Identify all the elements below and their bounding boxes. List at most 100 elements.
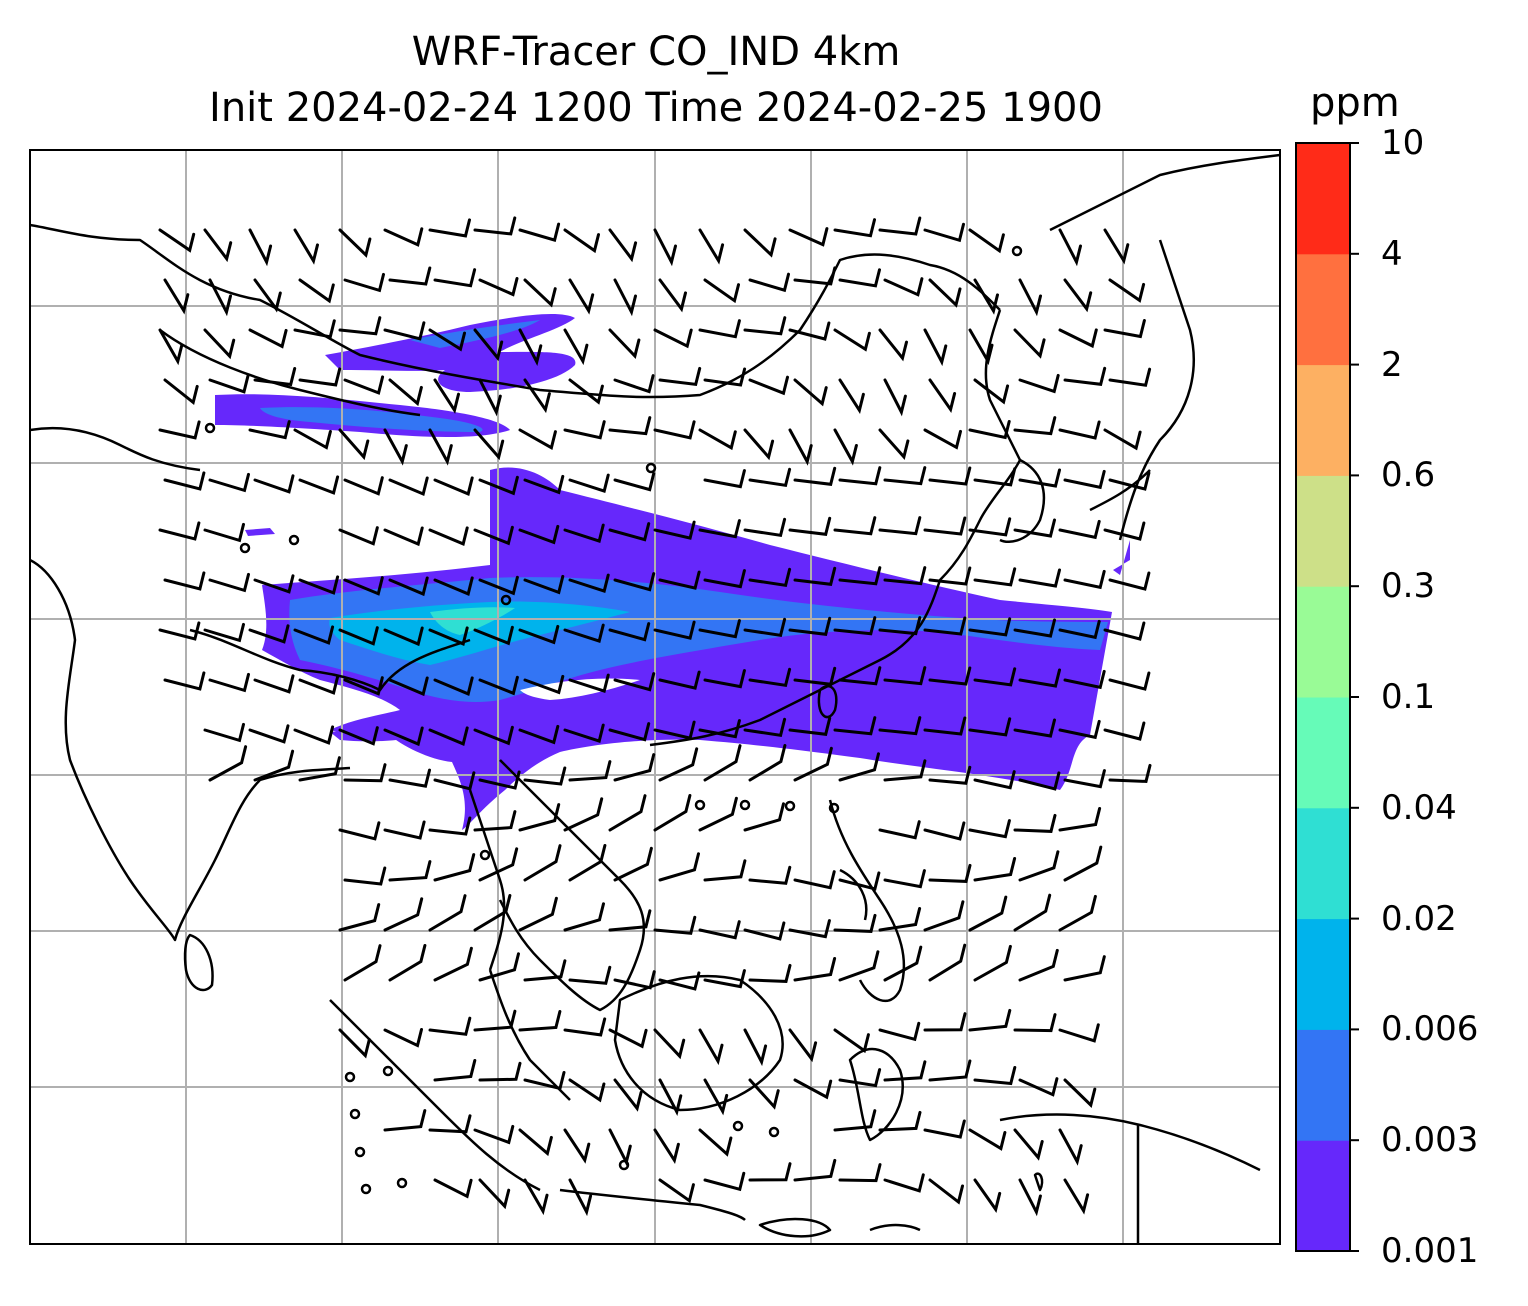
wind-barb [608, 622, 651, 642]
wind-barb [208, 672, 250, 693]
colorbar [1295, 142, 1359, 1252]
wind-barb [928, 666, 972, 686]
wind-barb [1058, 719, 1101, 740]
wind-barb [838, 1163, 882, 1183]
wind-barb [743, 921, 786, 941]
wind-barb [833, 1109, 877, 1132]
colorbar-segment [1296, 918, 1350, 1030]
wind-barb [653, 794, 692, 832]
wind-barb [658, 852, 700, 882]
wind-barb [608, 1028, 648, 1049]
wind-barb [613, 672, 656, 692]
wind-barb [163, 571, 206, 591]
wind-barb [748, 667, 792, 687]
wind-barb [878, 716, 922, 736]
wind-barb [1058, 1128, 1083, 1166]
wind-barb [383, 820, 426, 840]
wind-barb [563, 328, 589, 366]
wind-barb [748, 467, 792, 487]
wind-barb [248, 724, 290, 744]
borneo-coast [613, 974, 784, 1112]
wind-barb [343, 866, 387, 886]
wind-barb [563, 797, 604, 832]
wind-barb [743, 428, 775, 461]
wind-barb [563, 420, 606, 440]
wind-barb [838, 378, 865, 415]
wind-barb [883, 277, 924, 297]
wind-barb [1103, 228, 1130, 265]
calm-marker [382, 1065, 394, 1077]
wind-barb [923, 222, 965, 243]
wind-barb [568, 965, 612, 985]
wind-barb [1013, 416, 1057, 436]
wind-barb [568, 673, 610, 694]
wind-barb [518, 724, 560, 745]
wind-barb [698, 519, 741, 539]
wind-barb [203, 328, 236, 360]
wind-barb [1058, 228, 1082, 267]
wind-barb [608, 328, 641, 360]
wind-barb [743, 228, 777, 258]
wind-barb [338, 903, 381, 932]
wind-barb [973, 944, 1012, 982]
wind-barb [698, 1028, 724, 1066]
calm-marker [354, 1146, 366, 1158]
wind-barb [613, 1078, 643, 1112]
colorbar-tick-label: 0.003 [1381, 1120, 1479, 1161]
korea-coast [999, 458, 1046, 544]
wind-barb [293, 319, 336, 339]
wind-barb [788, 716, 832, 736]
wind-barb [1108, 278, 1146, 303]
india-coast [30, 558, 351, 942]
wind-barb [478, 1178, 511, 1210]
wind-barb [518, 524, 560, 545]
wind-barb [923, 1119, 966, 1139]
map-frame [29, 149, 1281, 1245]
wind-barb [433, 378, 460, 414]
wind-barb [968, 895, 1008, 932]
wind-barb [968, 1128, 1007, 1151]
wind-barb [703, 278, 740, 304]
colorbar-tick-label: 0.001 [1381, 1231, 1479, 1271]
wind-barb [1058, 420, 1101, 440]
wind-barb [343, 272, 385, 293]
wind-barb [388, 860, 432, 882]
title-line-2: Init 2024-02-24 1200 Time 2024-02-25 190… [209, 85, 1103, 131]
colorbar-tick-label: 4 [1381, 233, 1403, 274]
wind-barb [208, 745, 248, 782]
wind-barb [1013, 1013, 1057, 1033]
calm-marker [500, 594, 512, 606]
wind-barb [158, 420, 201, 440]
wind-barb [248, 328, 288, 349]
wind-barb [433, 676, 474, 696]
wind-barb [568, 473, 610, 494]
wind-barb [383, 1028, 423, 1048]
wind-barb [878, 216, 922, 236]
wind-barb [973, 857, 1017, 882]
wind-barb [1063, 669, 1106, 690]
wind-barb [383, 726, 424, 747]
colorbar-tick-label: 0.6 [1381, 455, 1436, 496]
wind-barb [523, 278, 557, 308]
wind-barb [1018, 850, 1060, 882]
wind-barb [383, 428, 408, 466]
wind-barb [523, 378, 551, 414]
wind-barb [883, 869, 926, 889]
wind-barb [428, 726, 469, 746]
wind-barb [568, 760, 612, 782]
wind-barb [923, 616, 967, 636]
wind-barb [473, 1124, 515, 1145]
taiwan-coast [817, 684, 838, 719]
wind-barb [1013, 813, 1057, 833]
wind-barb [608, 1128, 632, 1167]
wind-barb [788, 1028, 818, 1063]
wind-barb [158, 328, 184, 366]
wind-barb [1058, 894, 1097, 932]
wind-barb [838, 566, 882, 586]
colorbar-tick-label: 0.04 [1381, 787, 1457, 828]
wind-barb [838, 666, 882, 686]
japan-coast [1049, 153, 1280, 232]
wind-barb [523, 766, 567, 786]
wind-barb [338, 726, 379, 746]
wind-barb [698, 228, 725, 265]
